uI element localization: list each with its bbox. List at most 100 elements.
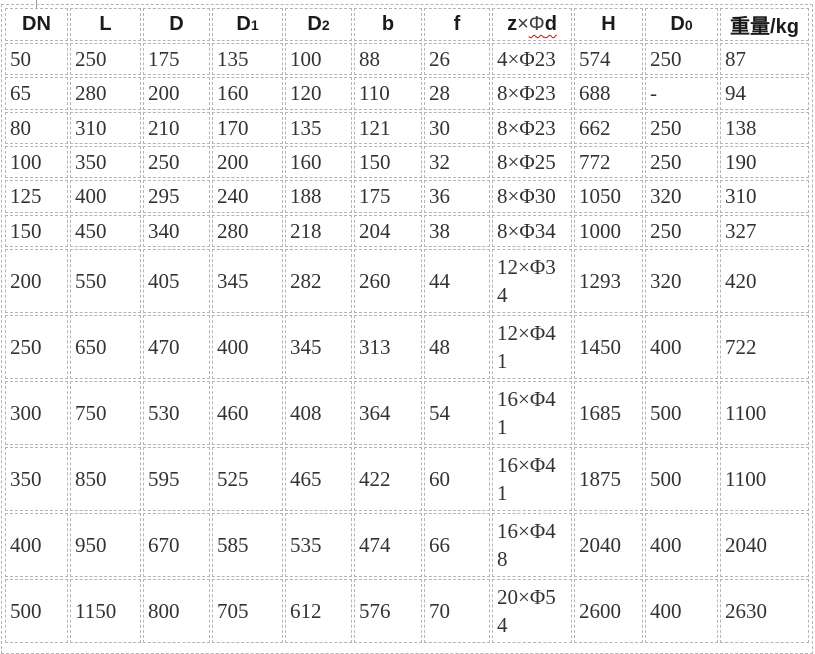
header-text: b (381, 13, 395, 35)
header-text: 重量/kg (730, 16, 799, 38)
cell-dn: 80 (5, 111, 68, 145)
cell-weight-kg: 2630 (720, 579, 809, 644)
cell-f: 54 (424, 381, 490, 446)
col-header-h: H (574, 8, 643, 41)
cell-h: 688 (574, 77, 643, 110)
header-text: d (544, 13, 557, 35)
cell-f: 60 (424, 447, 490, 512)
cell-l: 550 (70, 249, 141, 314)
cell-d: 340 (143, 214, 210, 248)
cell-h: 1000 (574, 214, 643, 248)
cell-dn: 150 (5, 214, 68, 248)
header-row: DN L D D1 D2 b f z×Φd H D0 重量/kg (5, 8, 809, 41)
cell-b: 204 (354, 214, 422, 248)
header-subscript: 1 (250, 17, 259, 33)
col-header-d1: D1 (212, 8, 283, 41)
cell-d2: 465 (285, 447, 352, 512)
cell-d2: 218 (285, 214, 352, 248)
cell-d: 210 (143, 111, 210, 145)
cell-b: 110 (354, 77, 422, 110)
cell-d1: 135 (212, 43, 283, 76)
cell-f: 70 (424, 579, 490, 644)
cell-d1: 170 (212, 111, 283, 145)
header-text: D (307, 13, 322, 35)
cell-dn: 400 (5, 513, 68, 578)
cell-d1: 345 (212, 249, 283, 314)
cell-d0: 500 (645, 447, 718, 512)
cell-dn: 350 (5, 447, 68, 512)
table-row: 65 280 200 160 120 110 28 8×Φ23 688-94 (5, 77, 809, 110)
col-header-weight-kg: 重量/kg (720, 8, 809, 41)
cell-f: 48 (424, 315, 490, 380)
cell-h: 772 (574, 146, 643, 179)
cell-b: 474 (354, 513, 422, 578)
cell-d: 470 (143, 315, 210, 380)
table-row: 150 450 340 280 218 204 38 8×Φ34 1000 250 327 (5, 214, 809, 248)
table-row: 100 350 250 200 160 150 32 8×Φ25 772 250 190 (5, 146, 809, 179)
flange-spec-table: DN L D D1 D2 b f z×Φd H D0 重量/kg 50 250 175 135 100 88 2… (3, 6, 811, 645)
cell-l: 650 (70, 315, 141, 380)
cell-d0: 250 (645, 146, 718, 179)
table-row: 250 650 470 400 345 313 48 12×Φ4 1 1450 400 722 (5, 315, 809, 380)
cell-f: 38 (424, 214, 490, 248)
cell-d0: 250 (645, 43, 718, 76)
cell-h: 662 (574, 111, 643, 145)
col-header-d: D (143, 8, 210, 41)
table-row: 80 310 210 170 135 121 30 8×Φ23 662 250 138 (5, 111, 809, 145)
header-text: f (453, 13, 461, 35)
col-header-dn: DN (5, 8, 68, 41)
cell-l: 250 (70, 43, 141, 76)
cell-weight-kg: 1100 (720, 447, 809, 512)
cell-d0: 400 (645, 579, 718, 644)
header-text: D (169, 13, 184, 35)
cell-d2: 408 (285, 381, 352, 446)
cell-z-phi-d: 8×Φ23 (492, 111, 572, 145)
cell-h: 1050 (574, 180, 643, 213)
cell-d2: 282 (285, 249, 352, 314)
cell-z-phi-d: 16×Φ4 1 (492, 447, 572, 512)
table-row: 500 1150 800 705 612 576 70 20×Φ5 4 2600 400 2630 (5, 579, 809, 644)
cell-f: 28 (424, 77, 490, 110)
cell-f: 30 (424, 111, 490, 145)
table-row: 400 950 670 585 535 474 66 16×Φ4 8 2040 400 2040 (5, 513, 809, 578)
table-header: DN L D D1 D2 b f z×Φd H D0 重量/kg (5, 8, 809, 41)
cell-d: 595 (143, 447, 210, 512)
col-header-b: b (354, 8, 422, 41)
header-text: × (517, 13, 529, 35)
cell-b: 175 (354, 180, 422, 213)
cell-d: 405 (143, 249, 210, 314)
cell-f: 32 (424, 146, 490, 179)
cell-h: 2600 (574, 579, 643, 644)
cell-dn: 50 (5, 43, 68, 76)
cell-dn: 200 (5, 249, 68, 314)
table-row: 350 850 595 525 465 422 60 16×Φ4 1 1875 500 1100 (5, 447, 809, 512)
cell-h: 1875 (574, 447, 643, 512)
cell-l: 750 (70, 381, 141, 446)
cell-d1: 160 (212, 77, 283, 110)
cell-d0: 400 (645, 513, 718, 578)
cell-dn: 65 (5, 77, 68, 110)
cell-h: 1685 (574, 381, 643, 446)
cell-l: 310 (70, 111, 141, 145)
cell-l: 400 (70, 180, 141, 213)
cell-weight-kg: 310 (720, 180, 809, 213)
spec-table-wrapper: DN L D D1 D2 b f z×Φd H D0 重量/kg 50 250 175 135 100 88 2… (1, 4, 813, 654)
cell-z-phi-d: 12×Φ4 1 (492, 315, 572, 380)
cell-d: 250 (143, 146, 210, 179)
cell-weight-kg: 327 (720, 214, 809, 248)
cell-d1: 525 (212, 447, 283, 512)
cell-l: 850 (70, 447, 141, 512)
table-row: 300 750 530 460 408 364 54 16×Φ4 1 1685 500 1100 (5, 381, 809, 446)
cell-f: 44 (424, 249, 490, 314)
cell-d: 295 (143, 180, 210, 213)
header-text: H (601, 13, 616, 35)
cell-b: 313 (354, 315, 422, 380)
header-text: D (236, 13, 251, 35)
cell-l: 450 (70, 214, 141, 248)
cell-d1: 280 (212, 214, 283, 248)
cell-weight-kg: 190 (720, 146, 809, 179)
table-body: 50 250 175 135 100 88 26 4×Φ23 574 250 87 65 280 200 1… (5, 43, 809, 644)
cell-b: 364 (354, 381, 422, 446)
cell-d2: 120 (285, 77, 352, 110)
cell-dn: 100 (5, 146, 68, 179)
